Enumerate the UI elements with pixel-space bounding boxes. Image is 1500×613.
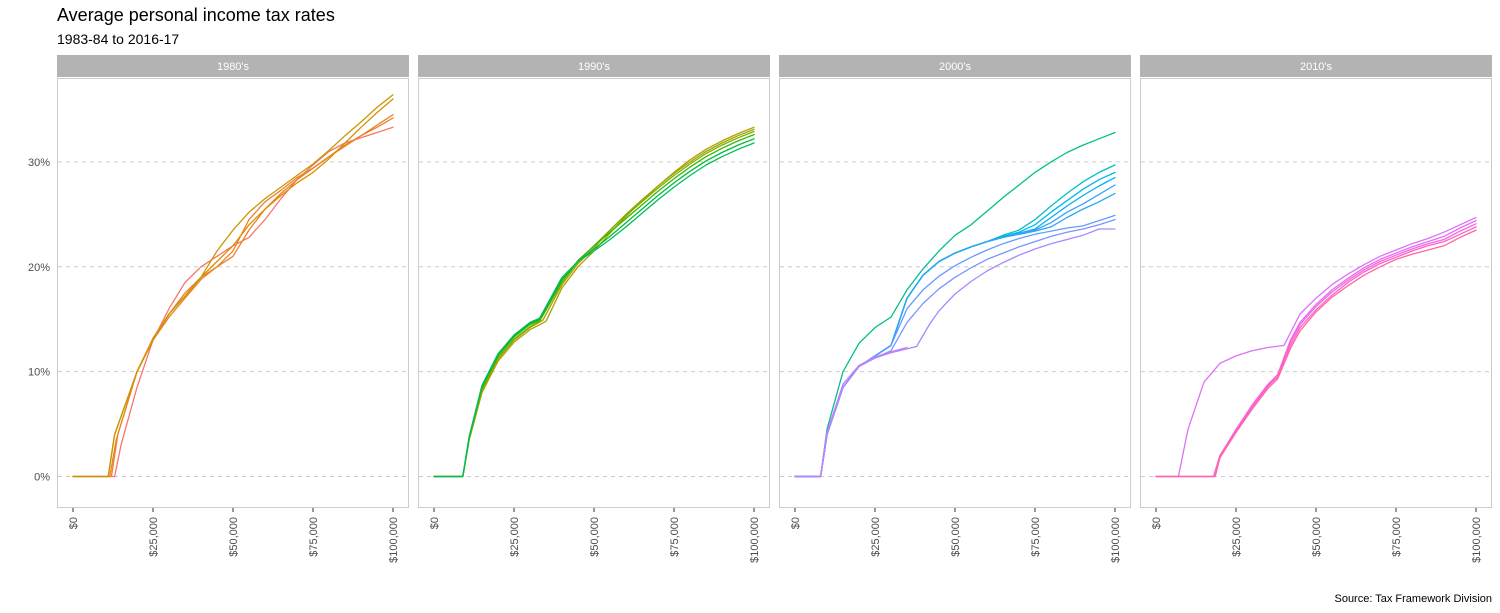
facet-label: 1980's <box>217 61 250 73</box>
series-line <box>72 126 394 478</box>
panel-border <box>57 78 409 508</box>
series-line <box>1155 216 1477 478</box>
x-tick-label: $50,000 <box>1311 517 1323 557</box>
series-line <box>794 184 1116 478</box>
x-tick-label: $75,000 <box>308 517 320 557</box>
facet-label: 1990's <box>578 61 611 73</box>
y-tick-label: 0% <box>34 472 50 484</box>
x-tick-label: $50,000 <box>228 517 240 557</box>
series-line <box>794 131 1116 478</box>
facet-panel: 1980's $0 $25,000 $50,000 $75,000 $100,000 <box>57 55 409 563</box>
panel-border <box>779 78 1131 508</box>
x-tick-label: $25,000 <box>870 517 882 557</box>
x-tick-label: $100,000 <box>1471 517 1483 563</box>
x-tick-label: $0 <box>790 517 802 529</box>
x-tick-label: $75,000 <box>669 517 681 557</box>
x-tick-label: $100,000 <box>388 517 400 563</box>
x-tick-label: $0 <box>68 517 80 529</box>
x-tick-label: $0 <box>429 517 441 529</box>
x-tick-label: $50,000 <box>950 517 962 557</box>
series-line <box>433 133 755 478</box>
panel-border <box>418 78 770 508</box>
series-line <box>1155 226 1477 478</box>
series-line <box>794 176 1116 478</box>
chart-caption: Source: Tax Framework Division <box>1334 593 1492 605</box>
x-tick-label: $25,000 <box>1231 517 1243 557</box>
series-line <box>1155 229 1477 478</box>
facet-label: 2010's <box>1300 61 1333 73</box>
series-line <box>1155 223 1477 478</box>
series-line <box>72 98 394 478</box>
series-line <box>433 128 755 478</box>
series-line <box>1155 219 1477 478</box>
series-line <box>794 214 1116 478</box>
chart-title: Average personal income tax rates <box>57 5 335 25</box>
facet-panel: 2000's $0 $25,000 $50,000 $75,000 $100,000 <box>779 55 1131 563</box>
panel-border <box>1140 78 1492 508</box>
x-tick-label: $50,000 <box>589 517 601 557</box>
x-tick-label: $25,000 <box>509 517 521 557</box>
series-line <box>433 126 755 478</box>
x-tick-label: $25,000 <box>148 517 160 557</box>
y-axis-labels: 0% 10% 20% 30% <box>28 157 50 484</box>
y-tick-label: 20% <box>28 262 50 274</box>
facet-label: 2000's <box>939 61 972 73</box>
series-line <box>433 138 755 478</box>
x-tick-label: $75,000 <box>1030 517 1042 557</box>
series-line <box>72 94 394 478</box>
series-line <box>433 142 755 478</box>
x-tick-label: $0 <box>1151 517 1163 529</box>
x-tick-label: $75,000 <box>1391 517 1403 557</box>
series-line <box>794 218 1116 478</box>
facet-strip <box>57 55 409 77</box>
facet-strip <box>1140 55 1492 77</box>
series-line <box>794 346 908 478</box>
y-tick-label: 10% <box>28 367 50 379</box>
series-line <box>72 114 394 478</box>
x-tick-label: $100,000 <box>1110 517 1122 563</box>
facet-strip <box>779 55 1131 77</box>
chart-subtitle: 1983-84 to 2016-17 <box>57 31 179 47</box>
facet-panels: 1980's$0 $25,000 $50,000 $75,000 $100,000199… <box>57 55 1492 563</box>
facet-panel: 2010's $0 $25,000 $50,000 $75,000 $100,000 <box>1140 55 1492 563</box>
facet-panel: 1990's $0 $25,000 $50,000 $75,000 $100,000 <box>418 55 770 563</box>
series-line <box>794 228 1116 478</box>
facet-strip <box>418 55 770 77</box>
series-line <box>433 130 755 478</box>
y-tick-label: 30% <box>28 157 50 169</box>
x-tick-label: $100,000 <box>749 517 761 563</box>
